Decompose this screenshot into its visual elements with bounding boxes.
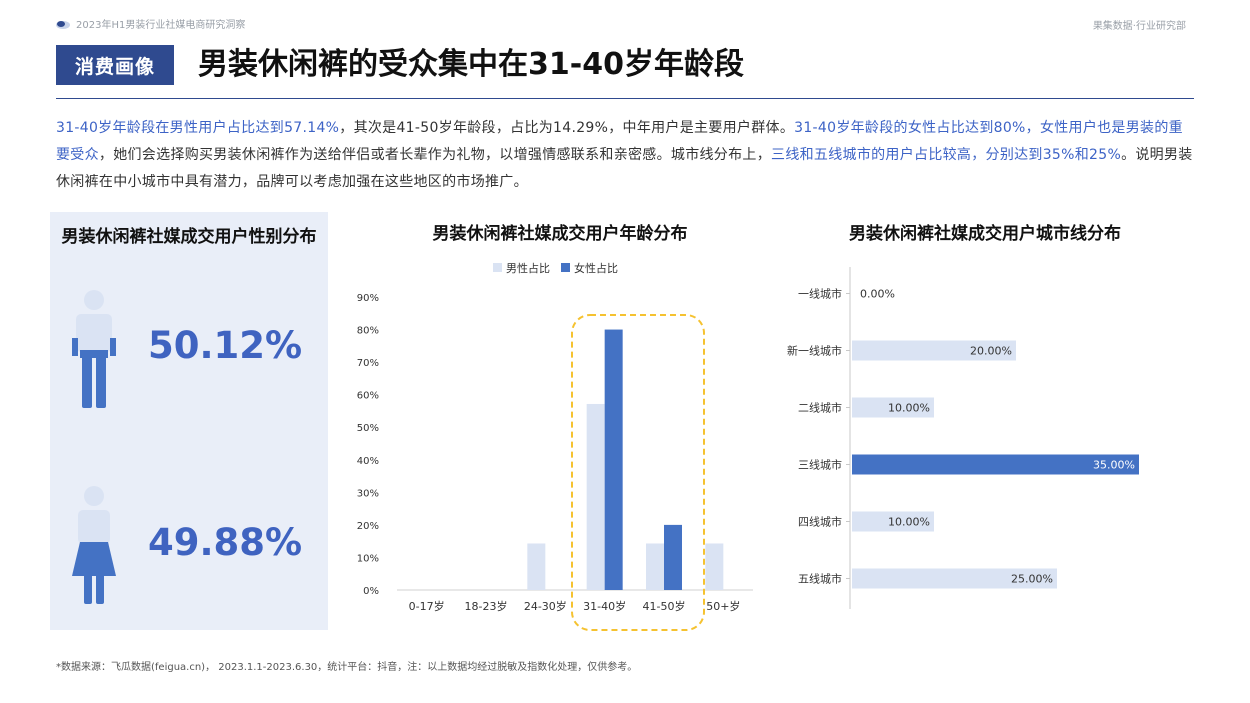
x-tick-label: 0-17岁 bbox=[409, 599, 445, 613]
bar bbox=[852, 511, 934, 532]
legend-label: 男性占比 bbox=[506, 261, 550, 275]
data-label: 20.00% bbox=[970, 345, 1012, 358]
y-tick-label: 80% bbox=[357, 326, 379, 337]
report-title: 2023年H1男装行业社媒电商研究洞察 bbox=[76, 20, 246, 31]
page-title: 男装休闲裤的受众集中在31-40岁年龄段 bbox=[198, 47, 744, 82]
summary-segment: 三线和五线城市的用户占比较高，分别达到35%和25% bbox=[771, 147, 1122, 163]
y-tick-label: 20% bbox=[357, 521, 379, 532]
y-tick-label: 70% bbox=[357, 358, 379, 369]
x-tick-label: 24-30岁 bbox=[524, 599, 567, 613]
y-tick-label: 10% bbox=[357, 553, 379, 564]
summary-segment: 31-40岁年龄段在男性用户占比达到57.14% bbox=[56, 120, 340, 136]
y-tick-label: 90% bbox=[357, 293, 379, 304]
data-label: 10.00% bbox=[888, 402, 930, 415]
title-divider bbox=[56, 98, 1194, 99]
category-label: 新一线城市 bbox=[787, 344, 842, 358]
y-tick-label: 40% bbox=[357, 456, 379, 467]
summary-segment: ，其次是41-50岁年龄段，占比为14.29%，中年用户是主要用户群体。 bbox=[339, 120, 795, 136]
bar bbox=[852, 340, 1016, 361]
category-label: 四线城市 bbox=[798, 515, 842, 529]
female-figure-icon bbox=[72, 486, 116, 604]
y-tick-label: 60% bbox=[357, 391, 379, 402]
y-tick-label: 30% bbox=[357, 488, 379, 499]
data-label: 10.00% bbox=[888, 516, 930, 529]
bar bbox=[664, 524, 682, 590]
city-chart-title: 男装休闲裤社媒成交用户城市线分布 bbox=[849, 223, 1121, 244]
data-label: 35.00% bbox=[1093, 459, 1135, 472]
bar bbox=[527, 543, 546, 590]
legend-swatch bbox=[493, 263, 502, 272]
category-label: 一线城市 bbox=[798, 287, 842, 301]
bar bbox=[852, 454, 1139, 475]
x-tick-label: 18-23岁 bbox=[465, 599, 508, 613]
legend-label: 女性占比 bbox=[574, 261, 618, 275]
y-tick-label: 0% bbox=[363, 586, 379, 597]
bar bbox=[586, 403, 605, 590]
category-label: 五线城市 bbox=[798, 572, 842, 586]
bar bbox=[852, 397, 934, 418]
org-name: 果集数据·行业研究部 bbox=[1092, 21, 1186, 32]
category-label: 三线城市 bbox=[798, 458, 842, 472]
male-percentage: 50.12% bbox=[148, 324, 303, 367]
female-percentage: 49.88% bbox=[148, 521, 303, 564]
summary-segment: 31-40岁年龄段的女性占比达到80%，女性用户也是男装的重要受众 bbox=[56, 120, 1183, 163]
legend-swatch bbox=[561, 263, 570, 272]
highlight-box bbox=[571, 314, 705, 631]
gender-chart-title: 男装休闲裤社媒成交用户性别分布 bbox=[61, 227, 317, 247]
summary-segment: 。说明男装休闲裤在中小城市中具有潜力，品牌可以考虑加强在这些地区的市场推广。 bbox=[56, 147, 1193, 190]
data-label: 25.00% bbox=[1011, 573, 1053, 586]
gender-panel: 男装休闲裤社媒成交用户性别分布 50.12% 49.88% bbox=[50, 212, 328, 630]
x-tick-label: 50+岁 bbox=[706, 599, 740, 613]
summary-segment: ，她们会选择购买男装休闲裤作为送给伴侣或者长辈作为礼物，以增强情感联系和亲密感。… bbox=[98, 147, 772, 163]
bar bbox=[852, 568, 1057, 589]
bar bbox=[646, 543, 664, 590]
section-tag: 消费画像 bbox=[56, 45, 174, 85]
x-tick-label: 31-40岁 bbox=[583, 599, 626, 613]
category-label: 二线城市 bbox=[798, 401, 842, 415]
bar bbox=[604, 329, 623, 590]
data-label: 0.00% bbox=[860, 288, 895, 301]
report-header: 2023年H1男装行业社媒电商研究洞察 bbox=[56, 16, 245, 31]
logo-icon bbox=[56, 20, 70, 29]
summary-paragraph: 31-40岁年龄段在男性用户占比达到57.14%，其次是41-50岁年龄段，占比… bbox=[56, 115, 1196, 196]
bar bbox=[705, 543, 724, 590]
male-figure-icon bbox=[72, 290, 116, 408]
data-source-footnote: *数据来源：飞瓜数据(feigua.cn)， 2023.1.1-2023.6.3… bbox=[56, 662, 638, 673]
x-tick-label: 41-50岁 bbox=[643, 599, 686, 613]
y-tick-label: 50% bbox=[357, 423, 379, 434]
age-chart-title: 男装休闲裤社媒成交用户年龄分布 bbox=[433, 223, 688, 244]
